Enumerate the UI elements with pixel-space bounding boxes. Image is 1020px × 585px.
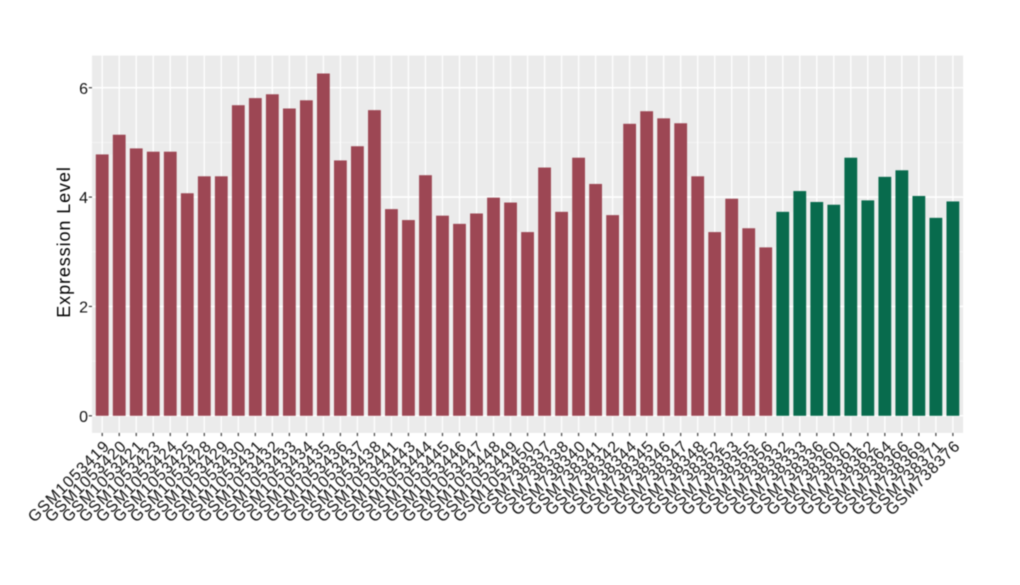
svg-text:6: 6 bbox=[79, 81, 88, 98]
svg-text:0: 0 bbox=[79, 409, 88, 426]
svg-text:2: 2 bbox=[79, 300, 88, 317]
svg-text:4: 4 bbox=[79, 190, 88, 207]
svg-text:Expression Level: Expression Level bbox=[54, 166, 74, 317]
